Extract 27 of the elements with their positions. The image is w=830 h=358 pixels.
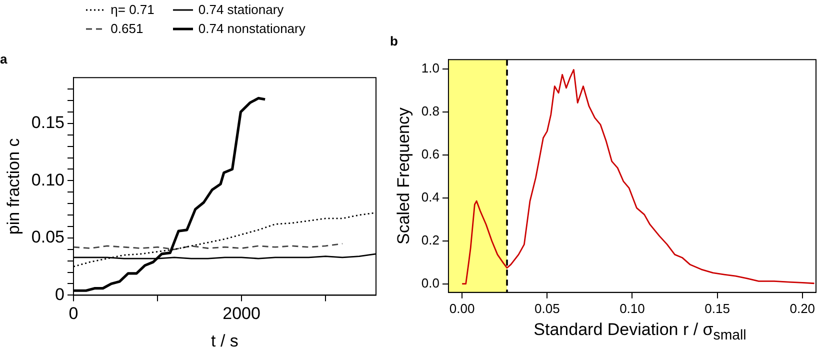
y-tick-label: 0.0 [421,275,440,290]
x-axis-title: Standard Deviation r / σ$_{small}$ [532,320,748,344]
x-tick-label: 0.15 [704,300,730,316]
legend-label: 0.74 nonstationary [198,20,306,37]
x-axis-title: t / s [211,331,238,350]
y-tick-label: 0.2 [421,232,440,248]
x-tick-label: 0.10 [620,300,645,316]
chart-title: a [0,51,8,66]
y-axis-title: Scaled Frequency [394,106,413,245]
y-tick-label: 0.6 [421,146,440,162]
legend-label: η= 0.71 [110,1,154,18]
y-tick-label: 0 [55,284,64,304]
x-tick-label: 0.20 [790,300,816,316]
y-tick-label: 1.0 [421,60,440,76]
x-tick-label: 0 [68,304,78,324]
chart-title: b [390,33,398,48]
y-tick-label: 0.15 [31,113,64,132]
x-tick-label: 2000 [222,304,260,324]
y-axis-title: pin fraction c [4,138,23,235]
y-tick-label: 0.4 [421,189,440,204]
y-tick-label: 0.10 [31,170,64,190]
y-tick-label: 0.8 [421,103,440,118]
legend-label: 0.651 [110,20,144,37]
y-tick-label: 0.05 [31,228,64,247]
x-tick-label: 0.05 [534,300,560,316]
legend-label: 0.74 stationary [198,1,284,18]
x-tick-label: 0.00 [449,300,475,316]
